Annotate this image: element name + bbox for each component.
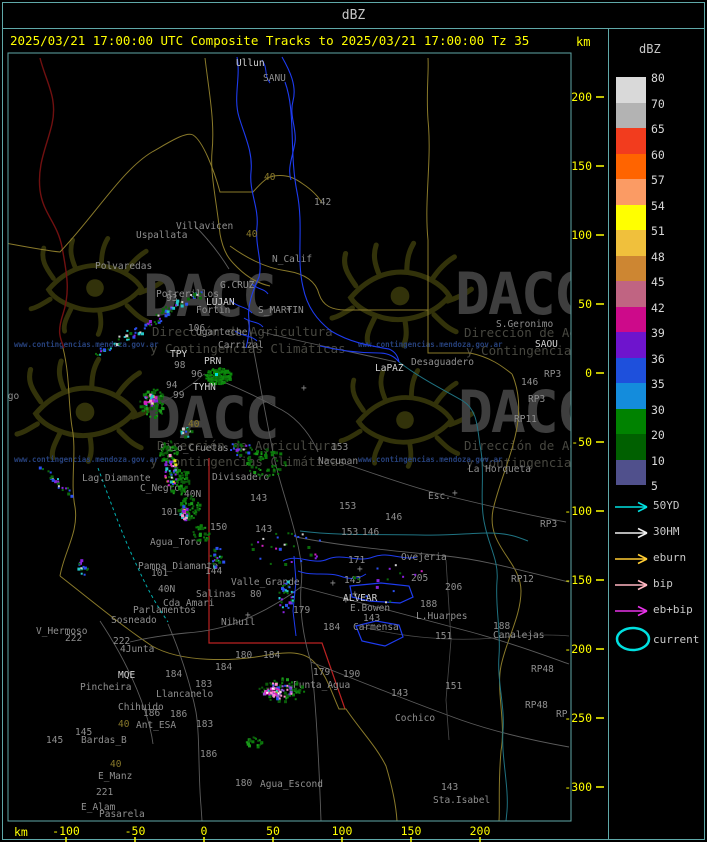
dbz-value-label: 42 <box>651 300 665 315</box>
legend-arrow-label: eburn <box>653 551 687 564</box>
dbz-swatch-36 <box>616 357 646 383</box>
legend-title: dBZ <box>639 42 661 56</box>
dbz-value-label: 10 <box>651 453 665 468</box>
dbz-value-label: 60 <box>651 147 665 162</box>
dbz-value-label: 35 <box>651 377 665 391</box>
dbz-value-label: 70 <box>651 96 665 111</box>
dbz-swatch-80 <box>616 77 646 103</box>
dbz-swatch-60 <box>616 153 646 179</box>
30HM-arrow-icon <box>615 527 648 539</box>
dbz-swatch-70 <box>616 102 646 128</box>
dbz-swatch-54 <box>616 204 646 230</box>
legend-arrow-label: eb+bip <box>653 603 693 616</box>
dbz-swatch-45 <box>616 281 646 307</box>
map-panel <box>2 28 609 840</box>
dbz-value-label: 65 <box>651 122 665 136</box>
legend-arrow-eburn <box>613 551 653 565</box>
legend-arrow-bip <box>613 577 653 591</box>
dbz-value-label: 48 <box>651 249 665 264</box>
dbz-value-label: 45 <box>651 275 665 289</box>
dbz-swatch-20 <box>616 434 646 460</box>
timestamp-header: 2025/03/21 17:00:00 UTC Composite Tracks… <box>10 33 530 48</box>
y-axis-unit-label: km <box>576 35 591 49</box>
dbz-swatch-57 <box>616 179 646 205</box>
legend-current-label: current <box>653 633 700 646</box>
legend-arrow-eb+bip <box>613 603 653 617</box>
bip-arrow-icon <box>615 579 648 591</box>
window-title: dBZ <box>341 8 366 23</box>
dbz-swatch-48 <box>616 255 646 281</box>
dbz-value-label: 5 <box>651 479 658 493</box>
dbz-value-label: 51 <box>651 224 665 238</box>
legend-arrow-label: 30HM <box>653 525 680 538</box>
legend-arrow-50YD <box>613 499 653 513</box>
dbz-value-label: 57 <box>651 173 665 187</box>
legend-panel: dBZ 80 70 65 60 57 54 51 48 45 42 39 36 35 30 20 10 5 50Y… <box>608 28 705 840</box>
dbz-swatch-51 <box>616 230 646 256</box>
50YD-arrow-icon <box>615 501 648 513</box>
legend-arrow-label: bip <box>653 577 673 590</box>
current-ellipse-icon <box>615 626 651 652</box>
dbz-swatch-42 <box>616 306 646 332</box>
dbz-value-label: 39 <box>651 326 665 340</box>
dbz-swatch-65 <box>616 128 646 154</box>
dbz-value-label: 80 <box>651 71 665 85</box>
dbz-value-label: 20 <box>651 428 665 442</box>
dbz-value-label: 30 <box>651 402 665 417</box>
dbz-swatch-30 <box>616 408 646 434</box>
legend-arrow-30HM <box>613 525 653 539</box>
dbz-swatch-10 <box>616 459 646 485</box>
legend-arrow-label: 50YD <box>653 499 680 512</box>
eburn-arrow-icon <box>615 553 648 565</box>
dbz-swatch-39 <box>616 332 646 358</box>
dbz-value-label: 54 <box>651 198 665 213</box>
eb+bip-arrow-icon <box>615 605 648 617</box>
window-title-bar: dBZ <box>2 2 705 29</box>
dbz-value-label: 36 <box>651 351 665 366</box>
dbz-swatch-35 <box>616 383 646 409</box>
legend-current-symbol <box>613 625 657 652</box>
